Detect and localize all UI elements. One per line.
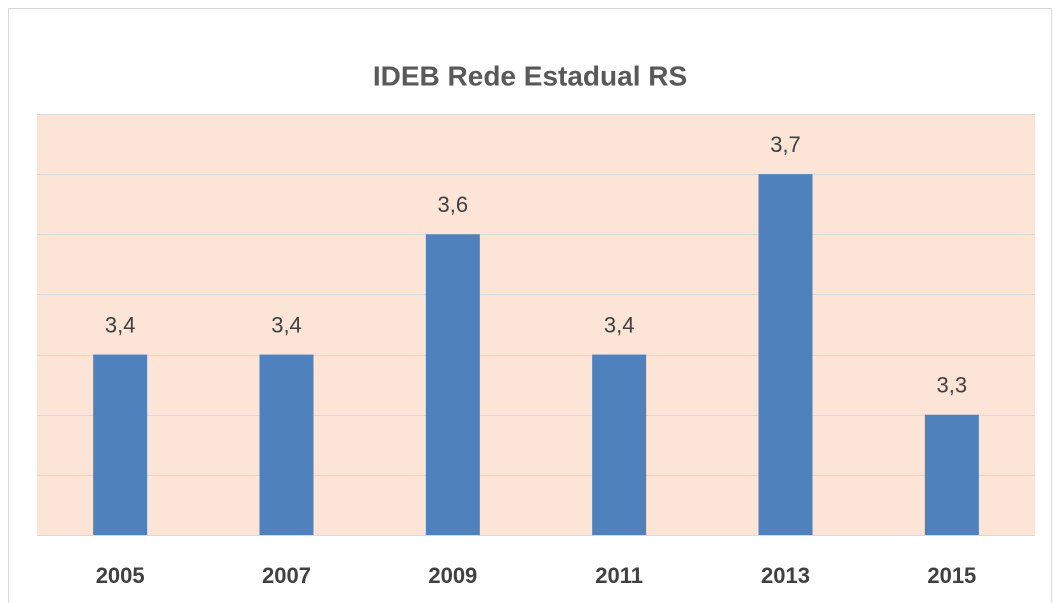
data-label: 3,3 xyxy=(937,373,968,398)
bar xyxy=(425,234,480,536)
chart-title: IDEB Rede Estadual RS xyxy=(373,60,687,91)
bar xyxy=(592,354,647,535)
bar xyxy=(758,174,813,535)
data-label: 3,4 xyxy=(105,312,136,337)
bar xyxy=(259,354,314,535)
data-label: 3,4 xyxy=(271,312,302,337)
x-tick-label: 2005 xyxy=(96,563,145,588)
x-tick-label: 2007 xyxy=(262,563,311,588)
data-label: 3,6 xyxy=(438,192,469,217)
data-label: 3,7 xyxy=(770,132,801,157)
x-tick-label: 2013 xyxy=(761,563,810,588)
x-tick-label: 2009 xyxy=(428,563,477,588)
x-tick-label: 2015 xyxy=(927,563,976,588)
bar xyxy=(93,354,148,535)
bar xyxy=(924,414,979,535)
x-tick-label: 2011 xyxy=(595,563,643,588)
plot-area xyxy=(37,114,1035,535)
data-label: 3,4 xyxy=(604,312,635,337)
